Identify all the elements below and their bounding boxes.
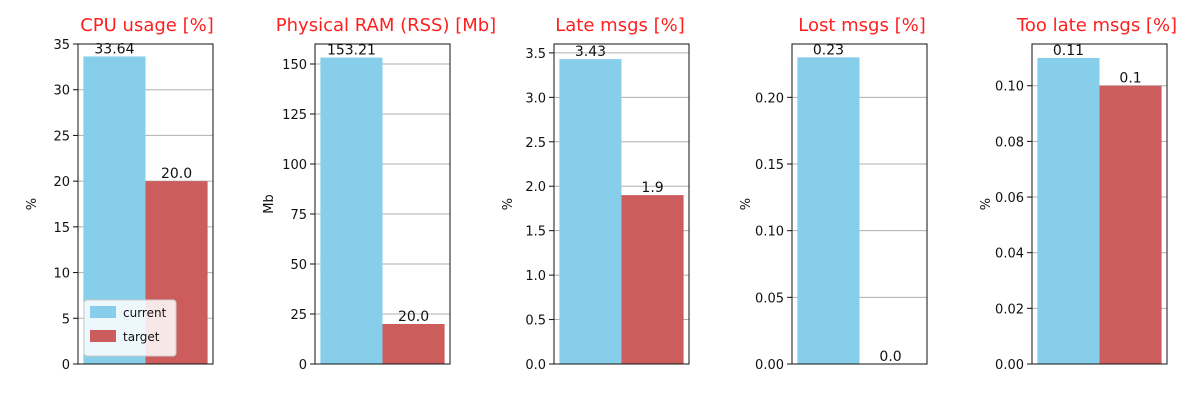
y-tick-label: 30 [53,84,70,99]
y-tick-label: 0.06 [995,191,1024,206]
plot-frame [77,43,214,365]
y-tick-label: 5 [62,312,70,327]
y-axis-label: % [739,198,754,210]
y-tick-label: 125 [282,108,307,123]
y-tick-label: 0.05 [755,291,784,306]
y-tick-label: 10 [53,267,70,282]
data-label: 20.0 [161,166,192,182]
y-tick-label: 15 [53,221,70,236]
bar-current [1037,57,1100,364]
data-label: 3.43 [575,44,606,60]
legend-swatch-current [90,306,116,318]
chart-panel-2: 0 25 50 75 100 125 150 153.21 20.0 Physical RAM (… [262,15,496,373]
bar-target [382,324,445,364]
y-tick-label: 0.00 [995,358,1024,373]
y-tick-label: 1.5 [525,225,546,240]
y-axis-label: % [501,198,516,210]
y-tick-label: 0.15 [755,158,784,173]
bar-target [621,195,684,364]
bar-current [797,57,860,364]
y-tick-label: 0.0 [525,358,546,373]
y-tick-label: 50 [290,258,307,273]
chart-title: Physical RAM (RSS) [Mb] [276,15,496,36]
y-tick-label: 20 [53,175,70,190]
data-label: 0.23 [813,42,844,58]
bar-current [320,57,383,365]
data-label: 1.9 [641,180,663,196]
plot-frame [791,43,928,365]
y-axis-label: Mb [262,194,277,213]
bar-current [559,59,622,364]
y-tick-label: 0.00 [755,358,784,373]
y-tick-label: 3.5 [525,47,546,62]
y-tick-label: 75 [290,208,307,223]
y-tick-label: 0.04 [995,247,1024,262]
y-axis-label: % [979,198,994,210]
y-tick-label: 2.0 [525,180,546,195]
data-label: 33.64 [94,41,134,57]
data-label: 0.0 [879,349,901,365]
chart-title: Too late msgs [%] [1016,15,1177,36]
y-tick-label: 0.5 [525,314,546,329]
y-tick-label: 25 [53,129,70,144]
y-tick-label: 0 [62,358,70,373]
y-tick-label: 0.08 [995,135,1024,150]
plot-frame [314,43,451,365]
y-tick-label: 0.20 [755,91,784,106]
y-tick-label: 0.10 [995,80,1024,95]
data-label: 153.21 [327,43,376,59]
y-tick-label: 0.10 [755,225,784,240]
y-tick-label: 150 [282,58,307,73]
y-tick-label: 25 [290,308,307,323]
legend-swatch-target [90,330,116,342]
data-label: 20.0 [398,309,429,325]
legend-label-current: current [123,306,167,320]
chart-panel-5: 0.00 0.02 0.04 0.06 0.08 0.10 0.11 0.1 Too late … [979,15,1177,373]
chart-title: CPU usage [%] [80,15,214,36]
bar-target [1099,85,1162,364]
y-tick-label: 100 [282,158,307,173]
y-tick-label: 1.0 [525,269,546,284]
chart-panel-3: 0.0 0.5 1.0 1.5 2.0 2.5 3.0 3.5 3.43 1.9 Late msgs… [501,15,690,373]
legend: current target [83,299,177,357]
y-axis-label: % [25,198,40,210]
y-tick-label: 3.0 [525,91,546,106]
y-tick-label: 35 [53,38,70,53]
plot-frame [553,43,690,365]
y-tick-label: 0 [299,358,307,373]
chart-title: Lost msgs [%] [798,15,925,36]
y-tick-label: 0.02 [995,302,1024,317]
data-label: 0.11 [1053,43,1084,59]
data-label: 0.1 [1119,71,1141,87]
chart-panel-4: 0.00 0.05 0.10 0.15 0.20 0.23 0.0 Lost msgs [%]… [739,15,928,373]
y-tick-label: 2.5 [525,136,546,151]
plot-frame [1031,43,1168,365]
chart-title: Late msgs [%] [555,15,685,36]
legend-label-target: target [123,330,160,344]
